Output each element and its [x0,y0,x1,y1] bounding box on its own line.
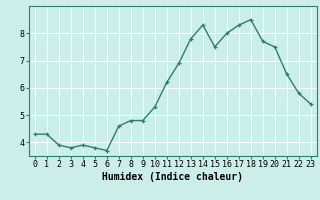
X-axis label: Humidex (Indice chaleur): Humidex (Indice chaleur) [102,172,243,182]
